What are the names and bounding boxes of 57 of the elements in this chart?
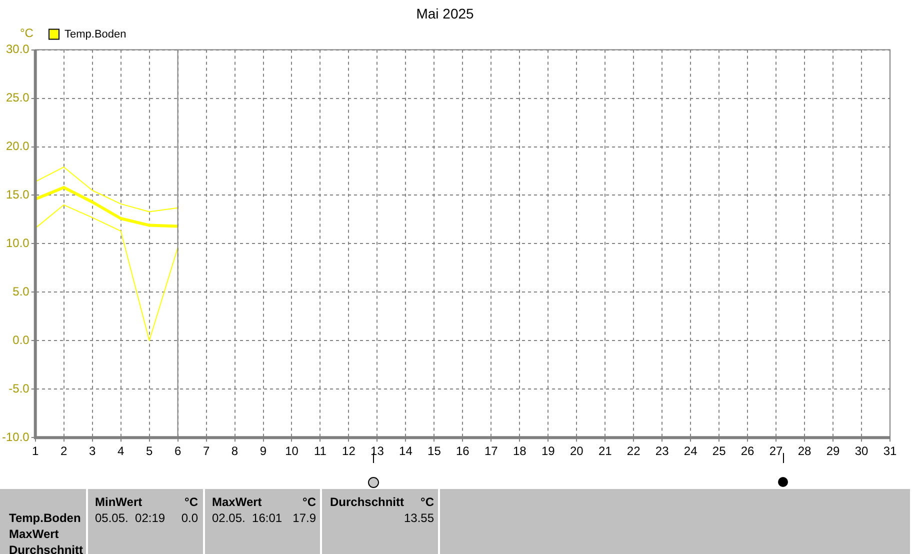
text: 13.55 <box>404 511 434 525</box>
text: Durchschnitt <box>9 543 84 554</box>
x-tick-label: 5 <box>146 444 153 458</box>
text: 17.9 <box>292 511 316 525</box>
x-tick-label: 14 <box>399 444 413 458</box>
x-tick-label: 25 <box>712 444 726 458</box>
x-tick-label: 11 <box>314 444 327 458</box>
y-tick-label: 15.0 <box>6 188 30 202</box>
x-tick-label: 16 <box>456 444 470 458</box>
text: 05.05. 02:19 <box>95 511 166 525</box>
x-tick-label: 30 <box>854 444 869 458</box>
text: °C <box>184 495 198 509</box>
x-tick-label: 23 <box>655 444 670 458</box>
x-tick-label: 27 <box>769 444 784 458</box>
x-tick-label: 2 <box>60 444 68 458</box>
x-tick-label: 7 <box>202 444 210 458</box>
y-axis-title: °C <box>20 26 34 40</box>
x-tick-label: 12 <box>342 444 356 458</box>
text: 0.0 <box>181 511 198 525</box>
x-tick-label: 9 <box>260 444 267 458</box>
text: Durchschnitt <box>330 495 404 509</box>
x-tick-label: 17 <box>484 444 498 458</box>
y-tick-label: 25.0 <box>6 90 30 105</box>
x-tick-label: 29 <box>826 444 840 458</box>
chart-title: Mai 2025 <box>416 5 474 22</box>
y-tick-label: 5.0 <box>12 284 30 298</box>
x-tick-label: 3 <box>88 444 96 458</box>
x-tick-label: 20 <box>570 444 584 458</box>
x-tick-label: 10 <box>285 444 299 458</box>
y-tick-label: -10.0 <box>2 430 30 444</box>
x-tick-label: 21 <box>598 444 612 458</box>
x-tick-label: 4 <box>117 444 124 458</box>
x-tick-label: 28 <box>798 444 812 458</box>
y-tick-label: -5.0 <box>8 381 30 396</box>
x-tick-label: 19 <box>541 444 556 458</box>
text: MaxWert <box>9 527 59 541</box>
x-tick-label: 8 <box>231 444 238 458</box>
y-tick-label: 20.0 <box>6 139 30 154</box>
x-tick-label: 31 <box>883 444 897 458</box>
x-tick-label: 22 <box>626 444 641 458</box>
y-tick-label: 10.0 <box>6 236 30 250</box>
y-tick-label: 0.0 <box>12 332 30 347</box>
x-tick-label: 18 <box>512 444 527 458</box>
text: MaxWert <box>212 495 262 509</box>
legend-label: Temp.Boden <box>64 28 126 40</box>
text: MinWert <box>95 495 142 509</box>
x-tick-label: 13 <box>370 444 384 458</box>
text: °C <box>302 495 316 509</box>
text: °C <box>420 495 434 509</box>
x-tick-label: 6 <box>174 444 182 458</box>
y-tick-label: 30.0 <box>6 42 30 56</box>
x-tick-label: 1 <box>32 444 40 458</box>
x-tick-label: 15 <box>428 444 442 458</box>
text: Temp.Boden <box>9 511 81 525</box>
x-tick-label: 26 <box>740 444 755 458</box>
x-tick-label: 24 <box>684 444 698 458</box>
text: 02.05. 16:01 <box>212 511 282 525</box>
